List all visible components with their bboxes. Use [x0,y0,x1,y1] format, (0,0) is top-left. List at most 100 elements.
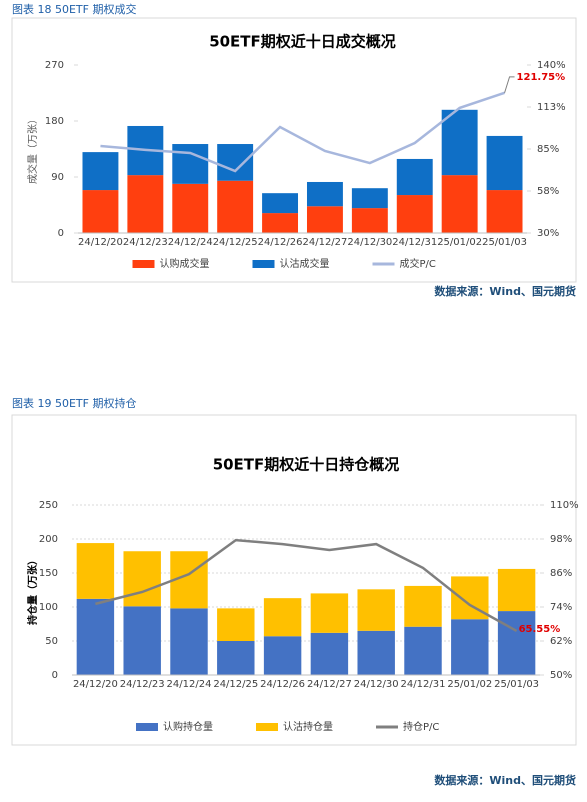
y-tick-label: 200 [39,534,58,545]
data-label: 121.75% [517,72,566,83]
y-tick-label: 90 [51,172,64,183]
x-tick-label: 24/12/30 [354,679,399,690]
label-leader [504,76,515,94]
y2-tick-label: 98% [550,534,572,545]
x-tick-label: 25/01/03 [482,237,527,248]
bar [486,135,523,191]
line-series [100,91,505,173]
bar [497,611,536,675]
x-tick-label: 25/01/02 [447,679,492,690]
source-note: 数据来源：Wind、国元期货 [434,284,576,298]
legend-label: 认购持仓量 [163,720,213,733]
x-tick-label: 24/12/25 [213,237,258,248]
chart-title: 50ETF期权近十日成交概况 [209,33,396,51]
bar [497,568,536,612]
x-tick-label: 24/12/20 [73,679,118,690]
y2-tick-label: 86% [550,568,572,579]
x-tick-label: 24/12/26 [260,679,305,690]
bar [76,543,115,599]
bar [351,188,388,209]
y2-tick-label: 140% [537,60,566,71]
bar [306,206,343,233]
bar [351,208,388,233]
legend-swatch [252,260,275,268]
x-tick-label: 24/12/20 [78,237,123,248]
bar [357,589,395,631]
y-axis-label: 持仓量（万张） [26,555,39,625]
bar [396,158,433,196]
bar [127,175,164,233]
figure-caption: 图表 19 50ETF 期权持仓 [12,396,136,410]
bar [357,630,395,675]
x-tick-label: 25/01/02 [437,237,482,248]
bar [217,608,255,641]
bar [441,175,478,233]
legend-label: 持仓P/C [403,720,439,733]
y2-tick-label: 110% [550,500,579,511]
x-tick-label: 24/12/23 [120,679,165,690]
bar [82,190,119,233]
line-series [95,538,518,633]
bar [123,606,161,675]
bar [172,183,209,233]
y-axis-label: 成交量（万张） [26,114,39,184]
legend-label: 成交P/C [400,257,436,270]
bar [404,585,442,627]
legend-swatch [132,260,155,268]
legend-label: 认购成交量 [160,257,210,270]
legend-label: 认沽成交量 [280,257,330,270]
y-tick-label: 270 [45,60,64,71]
x-tick-label: 24/12/31 [392,237,437,248]
y2-tick-label: 113% [537,102,566,113]
x-tick-label: 24/12/25 [213,679,258,690]
y-tick-label: 180 [45,116,64,127]
x-tick-label: 24/12/30 [347,237,392,248]
y2-tick-label: 30% [537,228,559,239]
x-tick-label: 24/12/24 [167,679,212,690]
bar [217,180,254,233]
bar [441,109,478,176]
x-tick-label: 24/12/31 [401,679,446,690]
y2-tick-label: 74% [550,602,572,613]
bar [263,598,302,637]
x-tick-label: 24/12/24 [168,237,213,248]
x-tick-label: 25/01/03 [494,679,539,690]
bar [170,608,208,675]
bar [217,641,255,675]
bar [172,144,209,184]
data-label: 65.55% [519,624,561,635]
bar [396,195,433,233]
figure-caption: 图表 18 50ETF 期权成交 [12,2,136,16]
legend-label: 认沽持仓量 [283,720,333,733]
legend-swatch [256,723,278,731]
y-tick-label: 0 [52,670,58,681]
bar [310,632,349,675]
y-tick-label: 150 [39,568,58,579]
bar [262,193,299,214]
bar [123,551,161,607]
bar [82,152,119,191]
y-tick-label: 250 [39,500,58,511]
bar [306,181,343,207]
y2-tick-label: 50% [550,670,572,681]
x-tick-label: 24/12/23 [123,237,168,248]
x-tick-label: 24/12/26 [258,237,303,248]
legend-swatch [136,723,158,731]
source-note: 数据来源：Wind、国元期货 [434,773,576,787]
x-tick-label: 24/12/27 [302,237,347,248]
bar [486,190,523,233]
bar [76,598,115,675]
y-tick-label: 50 [45,636,58,647]
bar [262,213,299,233]
bar [263,636,302,675]
x-tick-label: 24/12/27 [307,679,352,690]
y-tick-label: 100 [39,602,58,613]
y-tick-label: 0 [58,228,64,239]
y2-tick-label: 58% [537,186,559,197]
y2-tick-label: 62% [550,636,572,647]
bar [310,593,349,633]
bar [451,619,489,675]
bar [217,144,254,181]
bar [404,626,442,675]
